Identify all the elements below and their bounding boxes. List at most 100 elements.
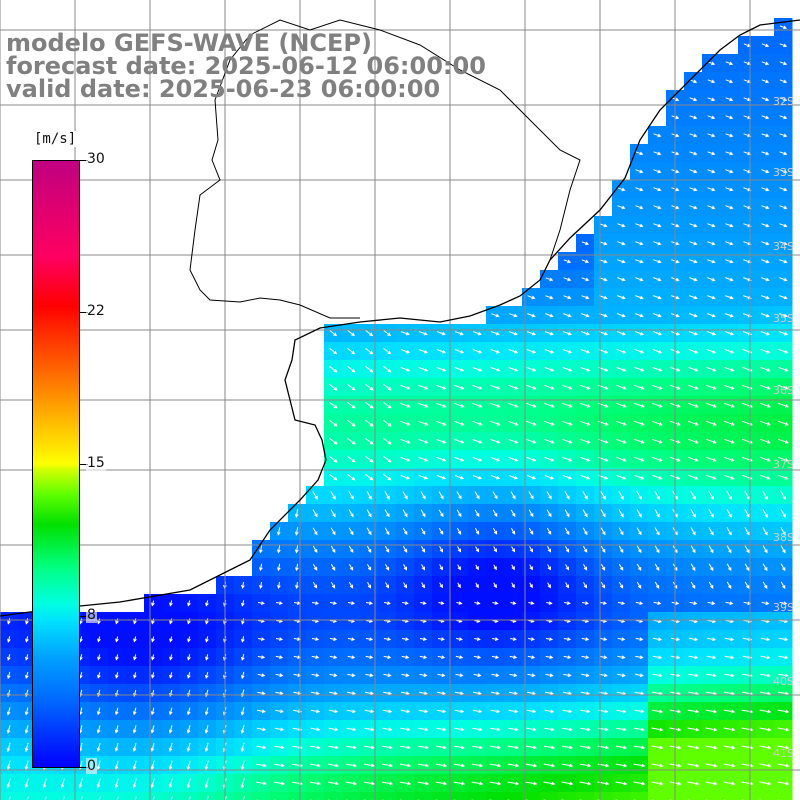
wind-arrow: [705, 745, 718, 750]
wind-arrow: [274, 763, 285, 768]
wind-arrow: [328, 709, 339, 714]
wind-arrow: [240, 778, 245, 789]
wind-arrow: [760, 331, 771, 336]
wind-cell: [0, 792, 19, 800]
wind-arrow: [311, 601, 320, 605]
wind-arrow: [688, 348, 699, 354]
wind-arrow: [688, 384, 699, 390]
wind-arrow: [778, 637, 789, 642]
wind-arrow: [724, 438, 735, 444]
wind-arrow: [330, 563, 336, 571]
wind-arrow: [525, 763, 538, 768]
wind-arrow: [6, 742, 11, 753]
wind-arrow: [383, 673, 392, 678]
wind-arrow: [418, 420, 429, 426]
wind-arrow: [615, 745, 628, 750]
wind-arrow: [475, 564, 479, 571]
wind-arrow: [687, 420, 699, 426]
wind-arrow: [473, 655, 482, 659]
wind-arrow: [256, 727, 267, 732]
wind-arrow: [760, 384, 771, 390]
wind-arrow: [348, 545, 354, 553]
wind-cell: [90, 792, 109, 800]
wind-arrow: [779, 43, 788, 48]
wind-arrow: [472, 438, 483, 444]
wind-arrow: [616, 366, 627, 372]
wind-arrow: [708, 581, 714, 589]
wind-arrow: [472, 384, 483, 390]
wind-arrow: [759, 763, 772, 768]
wind-arrow: [526, 438, 537, 444]
wind-arrow: [347, 691, 356, 696]
wind-arrow: [653, 259, 662, 264]
wind-arrow: [651, 745, 664, 750]
wind-arrow: [708, 563, 714, 572]
wind-arrow: [545, 313, 554, 318]
wind-arrow: [438, 527, 444, 535]
latitude-label: 34S: [773, 240, 794, 253]
wind-arrow: [583, 582, 588, 589]
wind-arrow: [563, 313, 572, 318]
wind-arrow: [652, 637, 663, 642]
wind-arrow: [257, 709, 266, 714]
wind-arrow: [546, 491, 552, 500]
wind-arrow: [654, 527, 660, 536]
wind-arrow: [618, 563, 624, 571]
wind-arrow: [725, 97, 734, 102]
wind-arrow: [760, 313, 770, 318]
wind-arrow: [329, 673, 338, 678]
wind-arrow: [347, 348, 356, 355]
wind-arrow: [780, 581, 786, 590]
wind-arrow: [525, 781, 538, 786]
wind-arrow: [725, 61, 734, 66]
wind-arrow: [329, 637, 338, 641]
wind-arrow: [761, 277, 770, 282]
wind-arrow: [744, 581, 750, 590]
wind-arrow: [652, 366, 663, 372]
wind-arrow: [150, 760, 155, 771]
latitude-label: 41S: [773, 747, 794, 760]
wind-arrow: [654, 509, 660, 518]
wind-arrow: [725, 187, 734, 192]
wind-arrow: [653, 187, 662, 192]
wind-arrow: [759, 709, 772, 714]
wind-arrow: [493, 582, 497, 589]
wind-arrow: [115, 672, 119, 679]
wind-arrow: [328, 383, 338, 391]
wind-arrow: [472, 709, 483, 714]
wind-arrow: [689, 79, 698, 84]
wind-arrow: [436, 349, 447, 354]
wind-arrow: [490, 745, 501, 750]
wind-arrow: [490, 420, 501, 426]
wind-arrow: [690, 545, 696, 554]
wind-arrow: [689, 205, 698, 210]
wind-arrow: [580, 709, 591, 714]
wind-cell: [648, 792, 667, 800]
wind-arrow: [564, 527, 570, 536]
wind-arrow: [759, 745, 772, 750]
wind-arrow: [564, 491, 570, 500]
wind-arrow: [400, 709, 411, 714]
wind-arrow: [744, 545, 750, 554]
wind-arrow: [419, 637, 428, 641]
wind-arrow: [438, 491, 444, 500]
wind-arrow: [474, 601, 481, 605]
wind-arrow: [493, 546, 497, 553]
wind-arrow: [652, 673, 663, 678]
wind-arrow: [777, 402, 789, 408]
wind-arrow: [400, 438, 411, 444]
wind-arrow: [688, 673, 699, 678]
wind-arrow: [24, 725, 29, 734]
wind-arrow: [615, 781, 628, 786]
wind-arrow: [760, 474, 771, 480]
wind-arrow: [741, 727, 754, 732]
wind-cell: [288, 792, 307, 800]
wind-arrow: [547, 546, 551, 553]
wind-arrow: [778, 331, 789, 336]
wind-arrow: [206, 796, 209, 800]
wind-arrow: [689, 223, 698, 228]
wind-arrow: [705, 763, 718, 768]
wind-cell: [18, 792, 37, 800]
wind-arrow: [617, 313, 626, 318]
latitude-label: 40S: [773, 675, 794, 688]
